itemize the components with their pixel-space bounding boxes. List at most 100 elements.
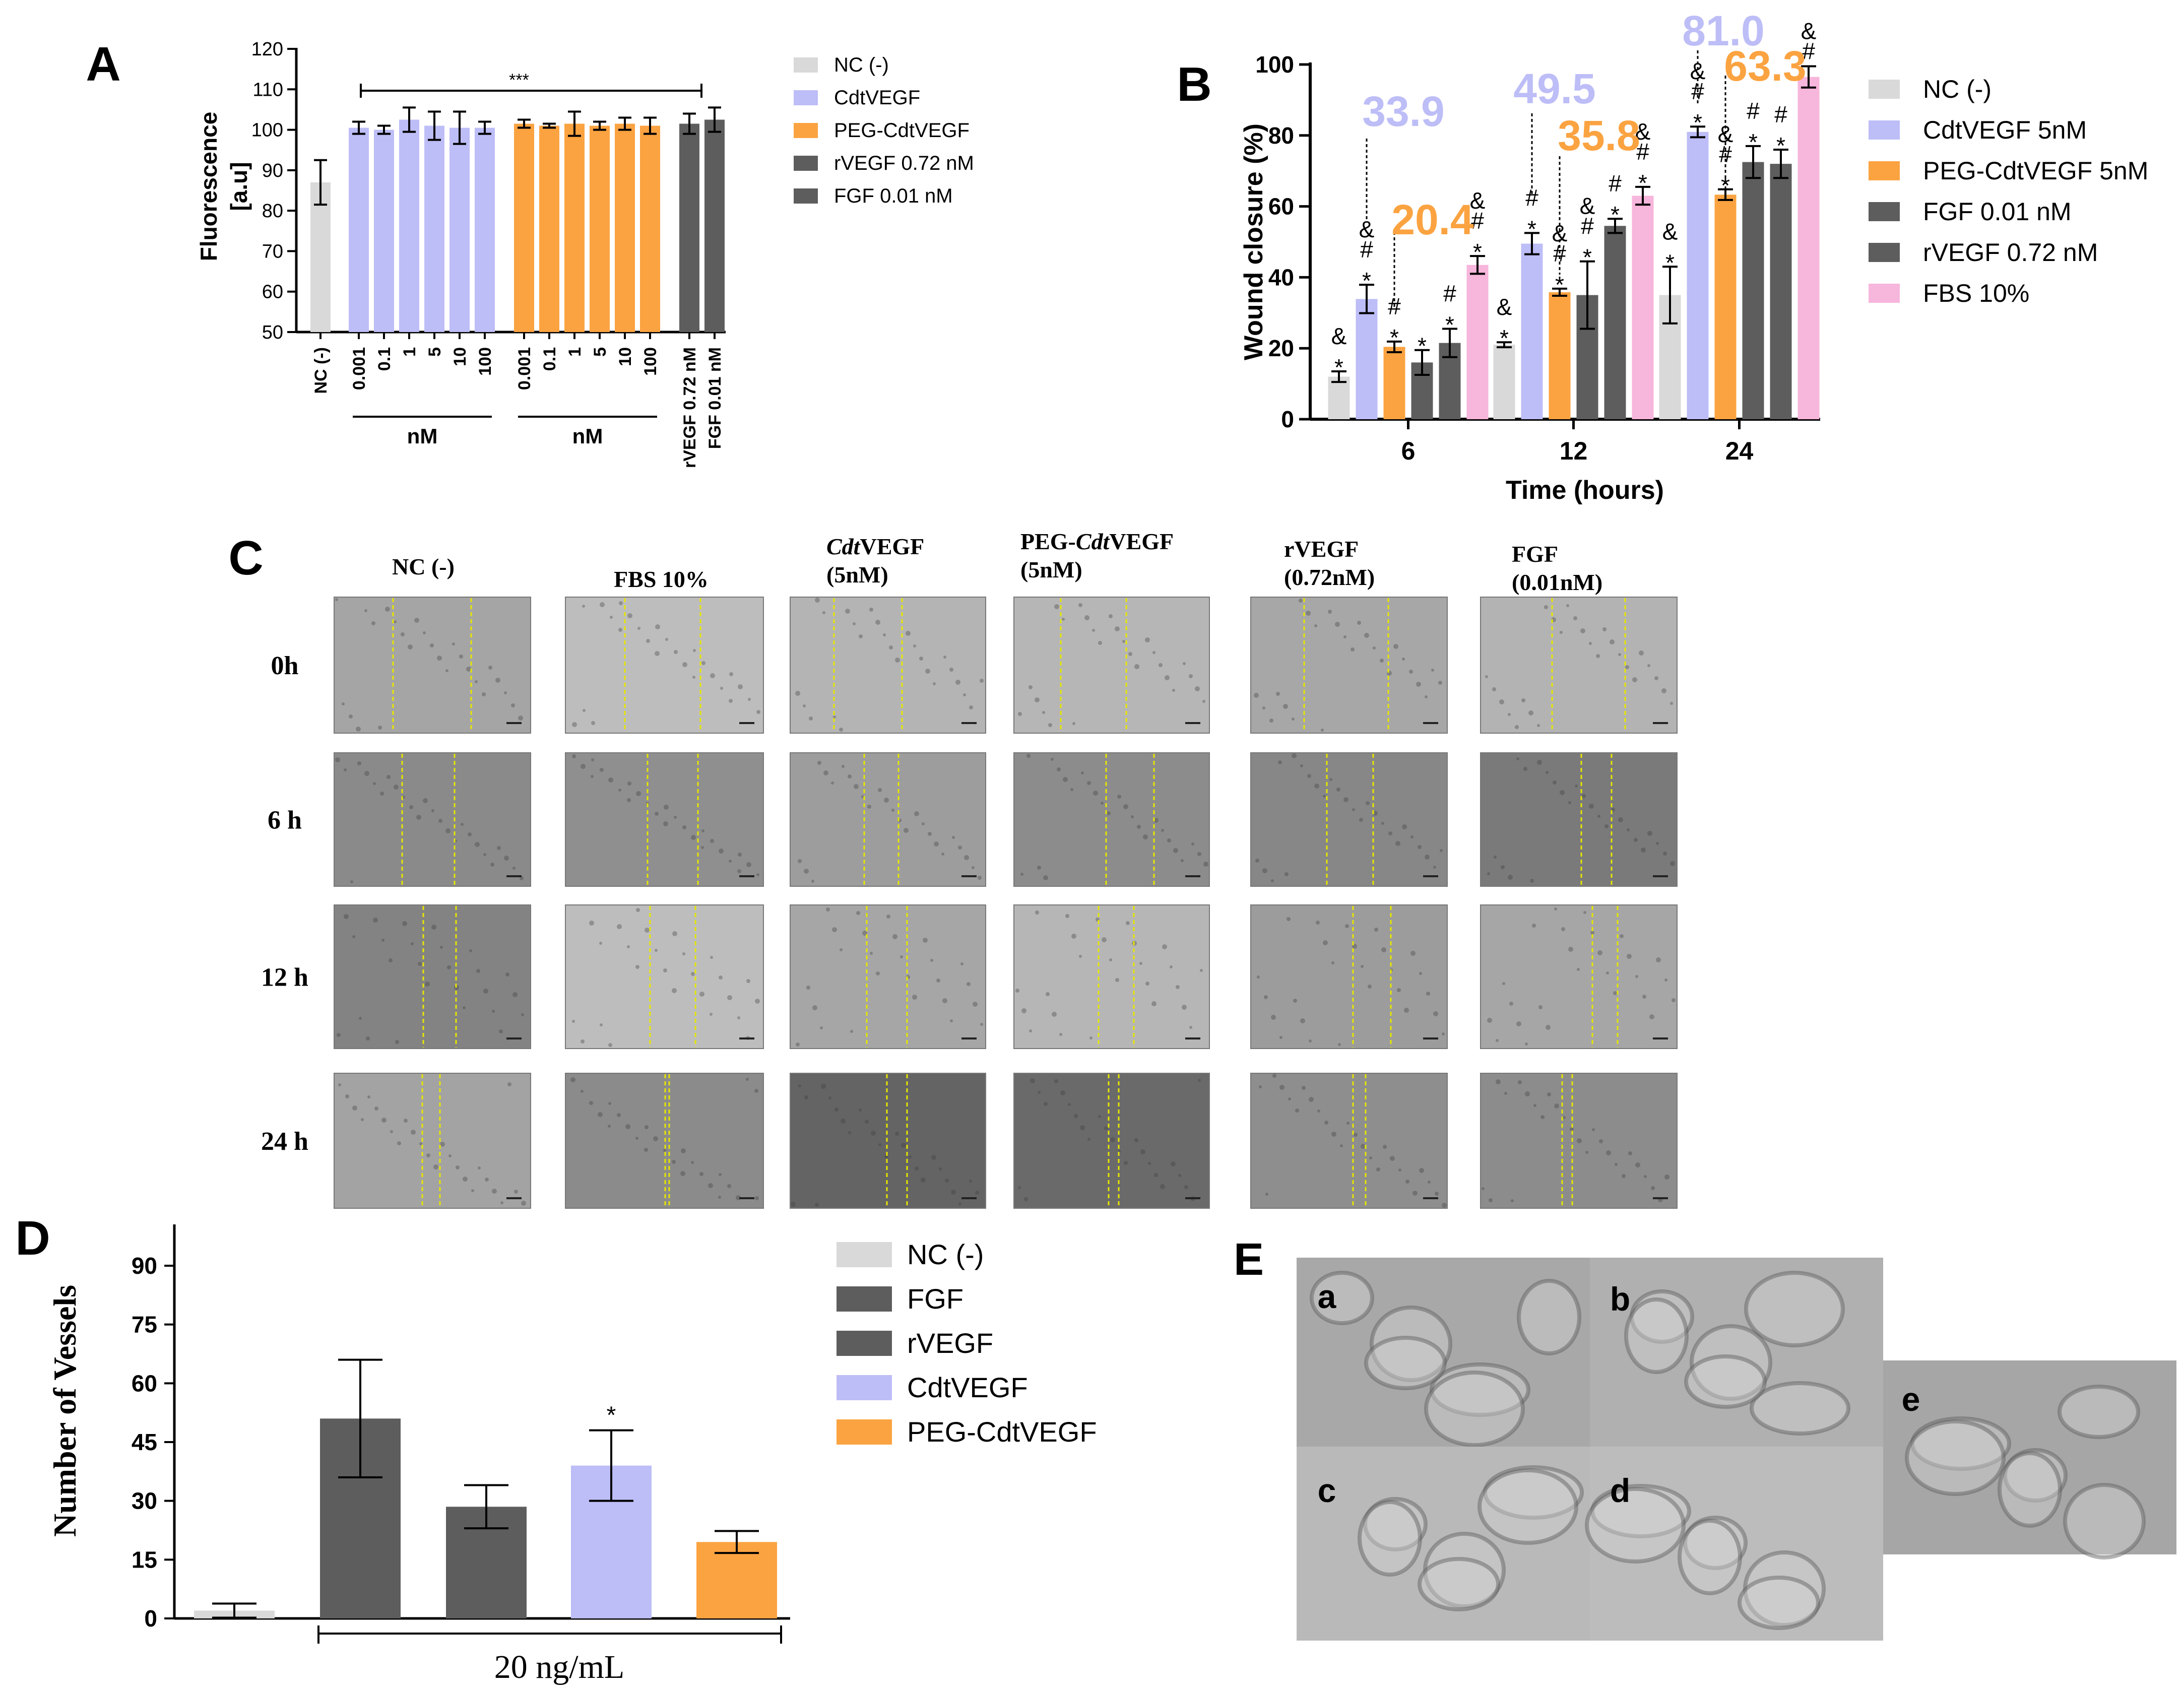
cell-speck <box>1081 771 1084 774</box>
cell-speck <box>933 682 936 685</box>
legend-label: CdtVEGF 5nM <box>1923 116 2087 144</box>
column-header: (5nM) <box>1020 557 1082 582</box>
cell-speck <box>1357 621 1361 625</box>
significance-mark: & <box>1801 18 1817 44</box>
y-axis-label: Number of Vessels <box>47 1285 83 1537</box>
cell-speck <box>1323 940 1328 945</box>
value-annotation: 49.5 <box>1513 65 1596 112</box>
micrograph-tile <box>565 597 764 734</box>
cell-speck <box>1435 1192 1439 1196</box>
vessel-ring <box>1478 1468 1578 1545</box>
cell-speck <box>915 1166 919 1170</box>
cell-speck <box>710 956 713 959</box>
significance-mark: # <box>1360 236 1373 263</box>
cell-speck <box>889 645 893 649</box>
cell-speck <box>1109 958 1112 961</box>
tile-label: a <box>1318 1278 1337 1315</box>
cell-speck <box>409 805 413 809</box>
significance-mark: * <box>1721 172 1730 199</box>
cell-speck <box>691 835 696 840</box>
cell-speck <box>1433 866 1436 869</box>
cell-speck <box>581 1039 585 1044</box>
significance-mark: & <box>1635 118 1651 145</box>
cell-speck <box>485 1178 489 1182</box>
row-label: 0h <box>271 652 299 680</box>
legend-label: CdtVEGF <box>834 87 920 109</box>
bar <box>1493 345 1515 419</box>
cell-speck <box>404 1119 408 1123</box>
cell-speck <box>1402 824 1407 829</box>
cell-speck <box>1361 965 1364 968</box>
cell-speck <box>1328 610 1332 614</box>
vessel-ring <box>1423 1532 1506 1608</box>
y-tick-label: 60 <box>1268 193 1294 220</box>
cell-speck <box>1528 710 1533 715</box>
value-annotation: 20.4 <box>1391 196 1474 243</box>
cell-speck <box>1324 1121 1328 1125</box>
cell-speck <box>1508 875 1513 880</box>
cell-speck <box>923 938 928 943</box>
cell-speck <box>949 668 953 672</box>
cell-speck <box>655 624 660 629</box>
legend-swatch <box>1869 202 1900 221</box>
cell-speck <box>1664 1175 1669 1180</box>
bar <box>564 123 585 332</box>
micrograph-tile <box>1250 597 1448 734</box>
cell-speck <box>969 705 973 709</box>
vessel-ring <box>1483 1465 1584 1520</box>
cell-speck <box>1292 753 1297 758</box>
cell-speck <box>645 1125 649 1129</box>
cell-speck <box>958 1202 961 1205</box>
column-header: NC (-) <box>392 554 455 579</box>
vessel-ring <box>1430 1362 1530 1417</box>
cell-speck <box>1563 1116 1566 1119</box>
y-tick-label: 90 <box>262 160 283 181</box>
legend-swatch <box>794 156 818 171</box>
y-tick-label: 100 <box>251 120 283 141</box>
cell-speck <box>395 1040 399 1044</box>
cell-speck <box>1525 1043 1528 1046</box>
micrograph-tile <box>1480 752 1678 887</box>
cell-speck <box>380 792 384 796</box>
cell-speck <box>342 702 345 705</box>
cell-speck <box>1654 676 1658 680</box>
cell-speck <box>1592 1128 1595 1131</box>
cell-speck <box>1288 1097 1291 1100</box>
cell-speck <box>1284 872 1289 876</box>
cell-speck <box>737 869 741 873</box>
cell-speck <box>1283 704 1288 709</box>
cell-speck <box>1262 706 1265 709</box>
cell-speck <box>1546 771 1549 774</box>
cell-speck <box>1412 1191 1418 1196</box>
x-tick-label: 0.1 <box>540 347 559 371</box>
cell-speck <box>826 907 830 911</box>
cell-speck <box>1272 1074 1276 1078</box>
cell-speck <box>1176 985 1180 989</box>
cell-speck <box>921 1178 926 1183</box>
cell-speck <box>1374 928 1378 932</box>
cell-speck <box>967 982 971 986</box>
cell-speck <box>1634 838 1638 842</box>
column-header: CdtVEGF <box>826 534 924 559</box>
cell-speck <box>1419 1168 1424 1173</box>
cell-speck <box>414 618 419 623</box>
cell-speck <box>1508 713 1511 716</box>
cell-speck <box>1122 640 1125 643</box>
bar <box>615 123 635 332</box>
cell-speck <box>1054 604 1059 609</box>
cell-speck <box>471 1189 474 1192</box>
significance-mark: * <box>607 1402 616 1429</box>
cell-speck <box>1309 1097 1314 1102</box>
cell-speck <box>1154 1173 1158 1177</box>
cell-speck <box>438 819 442 823</box>
cell-speck <box>936 979 940 983</box>
significance-mark: * <box>1500 325 1509 351</box>
legend-label: NC (-) <box>907 1239 984 1270</box>
cell-speck <box>1359 818 1363 822</box>
bar <box>514 123 534 332</box>
cell-speck <box>617 924 622 929</box>
cell-speck <box>1515 725 1519 729</box>
cell-speck <box>1523 767 1527 771</box>
cell-speck <box>1425 855 1430 860</box>
cell-speck <box>1264 995 1268 999</box>
